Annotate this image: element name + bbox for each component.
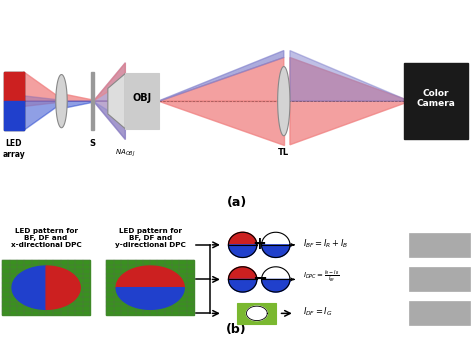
Polygon shape [228, 267, 257, 280]
Bar [409, 267, 470, 291]
Text: +: + [252, 235, 266, 253]
Polygon shape [24, 101, 56, 130]
Polygon shape [262, 245, 290, 258]
Polygon shape [290, 57, 404, 101]
Bar [404, 63, 468, 140]
Polygon shape [12, 266, 46, 309]
Polygon shape [67, 101, 91, 107]
Text: LED pattern for
BF, DF and
x-directional DPC: LED pattern for BF, DF and x-directional… [11, 228, 81, 248]
Polygon shape [116, 288, 184, 309]
Text: OBJ: OBJ [133, 94, 152, 103]
Text: Color
Camera: Color Camera [417, 89, 455, 108]
Bar [409, 233, 470, 257]
Polygon shape [246, 306, 267, 320]
Polygon shape [262, 280, 290, 292]
Polygon shape [290, 51, 404, 101]
Polygon shape [116, 266, 184, 288]
Polygon shape [94, 101, 125, 140]
Bar [91, 72, 94, 130]
Polygon shape [94, 63, 125, 101]
Polygon shape [159, 51, 284, 101]
Bar [2, 260, 90, 315]
Polygon shape [94, 63, 125, 101]
Text: TL: TL [278, 148, 289, 157]
Polygon shape [228, 232, 257, 245]
Text: $I_{DF} = I_G$: $I_{DF} = I_G$ [303, 306, 333, 318]
Bar [4, 72, 24, 130]
Polygon shape [278, 67, 290, 136]
Bar [237, 303, 276, 324]
Polygon shape [228, 280, 257, 292]
Bar [4, 101, 24, 130]
Text: S: S [89, 140, 96, 148]
Bar [409, 301, 470, 325]
Polygon shape [94, 102, 125, 140]
Polygon shape [67, 95, 91, 101]
Polygon shape [290, 101, 404, 145]
Polygon shape [24, 72, 56, 101]
Text: $NA_{OBJ}$: $NA_{OBJ}$ [115, 148, 136, 160]
Bar [4, 72, 24, 101]
Text: $I_{BF} = I_R + I_B$: $I_{BF} = I_R + I_B$ [303, 237, 349, 250]
Text: (a): (a) [227, 196, 246, 209]
Polygon shape [24, 96, 56, 106]
Bar [125, 73, 159, 129]
Polygon shape [56, 75, 67, 128]
Text: LED pattern for
BF, DF and
y-directional DPC: LED pattern for BF, DF and y-directional… [115, 228, 185, 248]
Polygon shape [262, 267, 290, 280]
Polygon shape [46, 266, 80, 309]
Polygon shape [262, 232, 290, 245]
Polygon shape [228, 245, 257, 258]
Text: $I_{DPC} = \frac{I_R - I_B}{I_{BF}}$: $I_{DPC} = \frac{I_R - I_B}{I_{BF}}$ [303, 268, 340, 284]
Text: (b): (b) [226, 323, 247, 336]
Text: LED
array: LED array [2, 140, 25, 159]
Polygon shape [159, 101, 284, 145]
Bar [106, 260, 194, 315]
Polygon shape [108, 73, 125, 129]
Polygon shape [159, 57, 284, 101]
Text: −: − [252, 270, 267, 288]
